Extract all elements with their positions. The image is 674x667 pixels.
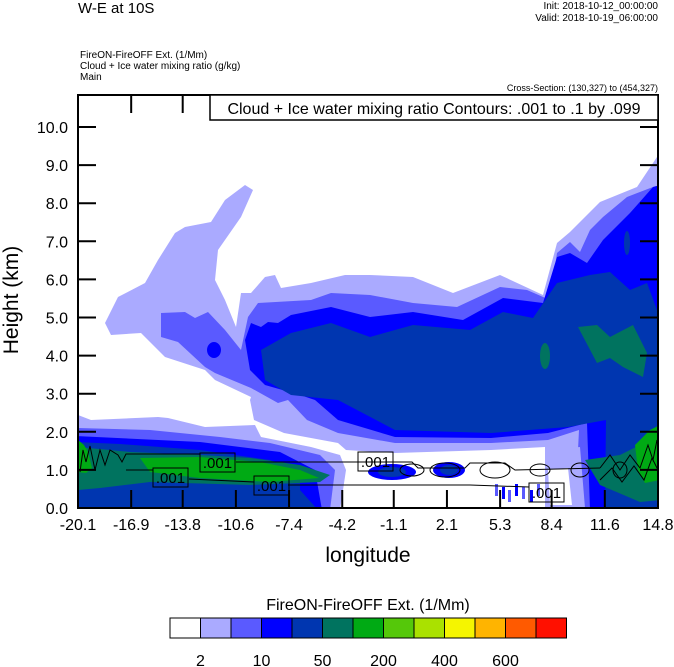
colorbar-swatch xyxy=(535,617,567,639)
contour-fill-streak xyxy=(502,487,505,499)
mixing-ratio-contour-lines xyxy=(79,439,658,488)
y-tick-label: 7.0 xyxy=(46,234,68,251)
y-tick-label: 1.0 xyxy=(46,463,68,480)
contour-fill-region xyxy=(540,343,550,369)
contour-label-box xyxy=(253,475,290,496)
contour-line-loop xyxy=(612,461,628,479)
cross-section-label: Cross-Section: (130,327) to (454,327) xyxy=(506,83,658,93)
contour-line xyxy=(236,461,601,471)
contour-fill-region xyxy=(378,467,406,477)
contour-fill-streak xyxy=(495,484,498,496)
y-tick-label: 8.0 xyxy=(46,196,68,213)
contour-fill-region xyxy=(635,426,658,483)
colorbar-swatch xyxy=(261,617,293,639)
contour-fill-region xyxy=(548,468,572,505)
valid-time: Valid: 2018-10-19_06:00:00 xyxy=(535,13,658,24)
contour-line xyxy=(599,456,658,483)
colorbar-label: 50 xyxy=(314,653,332,667)
x-tick-label: -20.1 xyxy=(60,517,97,534)
colorbar-swatch xyxy=(383,617,415,639)
x-tick-label: -4.2 xyxy=(328,517,356,534)
x-tick-label: -10.6 xyxy=(218,517,255,534)
y-tick-label: 4.0 xyxy=(46,349,68,366)
contour-fill-streak xyxy=(522,487,525,499)
contour-fill-region xyxy=(440,465,458,475)
field-line-1: FireON-FireOFF Ext. (1/Mm) xyxy=(80,50,208,61)
x-tick-label: 5.3 xyxy=(489,517,511,534)
contour-label-box xyxy=(152,467,189,488)
colorbar-swatch xyxy=(444,617,476,639)
y-tick-label: 3.0 xyxy=(46,387,68,404)
colorbar-label: 10 xyxy=(253,653,271,667)
colorbar-label: 2 xyxy=(196,653,205,667)
x-tick-label: -1.1 xyxy=(380,517,408,534)
contour-fill-streak xyxy=(515,484,518,496)
y-tick-label: 10.0 xyxy=(37,120,68,137)
colorbar-swatch xyxy=(352,617,384,639)
colorbar-swatch xyxy=(169,617,201,639)
y-tick-label: 9.0 xyxy=(46,158,68,175)
contour-label-box xyxy=(199,452,236,473)
init-time: Init: 2018-10-12_00:00:00 xyxy=(543,1,658,12)
colorbar-swatch xyxy=(291,617,323,639)
field-line-3: Main xyxy=(80,72,102,83)
colorbar-label: 600 xyxy=(492,653,519,667)
colorbar-label: 400 xyxy=(431,653,458,667)
contour-line-loop xyxy=(429,462,461,478)
contour-labels: .001 .001 .001 .001 .001 xyxy=(152,451,565,503)
contour-fill-streak xyxy=(537,484,540,496)
contour-fill-streak xyxy=(508,490,511,502)
contour-label: .001 xyxy=(156,470,185,487)
x-tick-labels: -20.1 -16.9 -13.8 -10.6 -7.4 -4.2 -1.1 2.1 5.3 8.… xyxy=(60,517,674,534)
contour-info-text: Cloud + Ice water mixing ratio Contours:… xyxy=(227,101,640,118)
x-tick-label: 14.8 xyxy=(642,517,673,534)
contour-fill-region xyxy=(585,424,658,502)
field-line-2: Cloud + Ice water mixing ratio (g/kg) xyxy=(80,61,241,72)
y-tick-label: 6.0 xyxy=(46,272,68,289)
x-axis-title: longitude xyxy=(325,544,410,567)
contour-label: .001 xyxy=(257,478,286,495)
contour-label: .001 xyxy=(203,455,232,472)
colorbar-labels: 2 10 50 200 400 600 xyxy=(196,653,519,667)
colorbar-label: 200 xyxy=(370,653,397,667)
colorbar-swatch xyxy=(322,617,354,639)
x-tick-label: -7.4 xyxy=(275,517,303,534)
contour-fill-region xyxy=(207,342,221,358)
y-tick-label: 0.0 xyxy=(46,501,68,518)
x-tick-label: -13.8 xyxy=(164,517,201,534)
y-tick-labels: 0.0 1.0 2.0 3.0 4.0 5.0 6.0 7.0 8.0 9.0 10.0 xyxy=(37,120,68,518)
contour-line xyxy=(79,445,200,473)
colorbar-swatch xyxy=(505,617,537,639)
x-tick-label: -16.9 xyxy=(113,517,150,534)
contour-line-loop xyxy=(570,462,590,478)
plot-main-title: W-E at 10S xyxy=(78,0,155,17)
y-axis-title: Height (km) xyxy=(0,246,23,355)
colorbar-swatch xyxy=(230,617,262,639)
colorbar xyxy=(169,617,567,639)
contour-info-box xyxy=(209,94,659,121)
colorbar-swatch xyxy=(413,617,445,639)
colorbar-title: FireON-FireOFF Ext. (1/Mm) xyxy=(266,597,470,614)
contour-line xyxy=(126,469,530,488)
filled-contours xyxy=(78,154,658,508)
contour-label-box xyxy=(357,451,394,472)
colorbar-swatch xyxy=(474,617,506,639)
contour-fill-region xyxy=(261,272,658,508)
contour-label-box xyxy=(528,482,565,503)
contour-fill-region xyxy=(624,231,630,255)
contour-label: .001 xyxy=(361,454,390,471)
contour-line-loop xyxy=(529,463,551,477)
contour-label: .001 xyxy=(532,485,561,502)
contour-line-loop xyxy=(479,461,511,479)
y-tick-label: 5.0 xyxy=(46,311,68,328)
colorbar-swatch xyxy=(200,617,232,639)
x-tick-label: 8.4 xyxy=(541,517,563,534)
contour-fill-region xyxy=(578,325,647,377)
x-tick-label: 2.1 xyxy=(436,517,458,534)
contour-line-loop xyxy=(399,463,425,477)
y-tick-label: 2.0 xyxy=(46,425,68,442)
contour-fill-streak xyxy=(530,490,533,502)
x-tick-label: 11.6 xyxy=(590,517,620,534)
